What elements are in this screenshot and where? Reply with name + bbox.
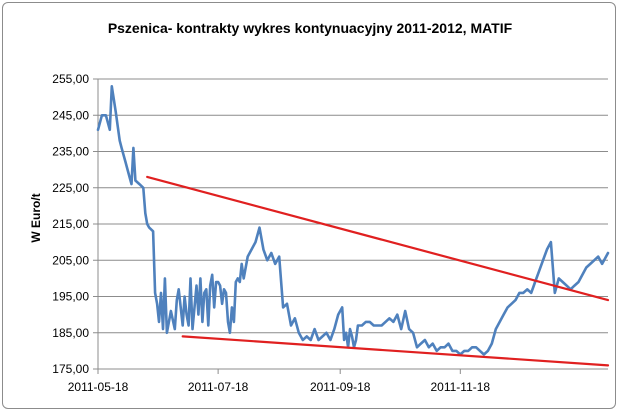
lower-trendline <box>181 335 610 367</box>
x-tick-labels: 2011-05-18 2011-07-18 2011-09-18 2011-11-18 <box>68 380 491 394</box>
y-tick-label: 235,00 <box>52 145 89 159</box>
x-tick-label: 2011-05-18 <box>68 380 129 394</box>
y-tick-label: 175,00 <box>52 362 89 376</box>
y-tick-label: 225,00 <box>52 181 89 195</box>
y-tick-label: 185,00 <box>52 326 89 340</box>
x-tick-label: 2011-09-18 <box>310 380 371 394</box>
y-axis-label: W Euro/t <box>29 193 43 242</box>
y-tick-label: 195,00 <box>52 290 89 304</box>
gridlines <box>93 78 608 370</box>
y-tick-label: 245,00 <box>52 108 89 122</box>
chart-frame <box>2 2 616 409</box>
x-tick-label: 2011-11-18 <box>431 380 491 394</box>
y-tick-label: 205,00 <box>52 253 89 267</box>
y-tick-label: 255,00 <box>52 72 89 86</box>
chart-title: Pszenica- kontrakty wykres kontynuacyjny… <box>108 20 513 36</box>
y-tick-label: 215,00 <box>52 217 89 231</box>
x-tick-label: 2011-07-18 <box>188 380 249 394</box>
series-group <box>96 85 610 367</box>
y-tick-labels: 175,00 185,00 195,00 205,00 215,00 225,00 235,… <box>52 72 89 376</box>
price-series-line <box>96 85 610 356</box>
upper-trendline <box>146 175 610 302</box>
